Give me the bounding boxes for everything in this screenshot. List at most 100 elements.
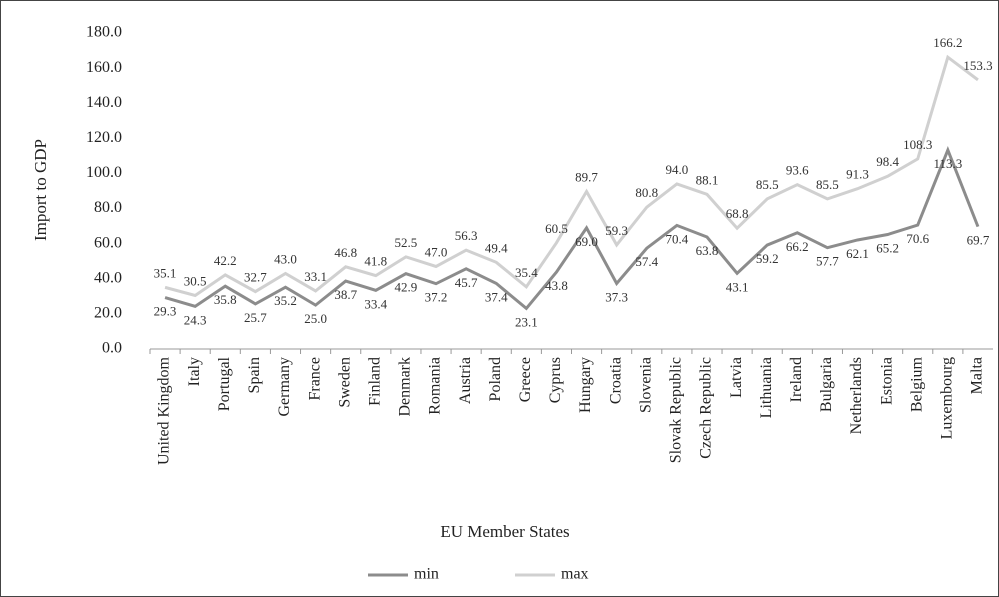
x-tick-label: Italy bbox=[186, 357, 203, 386]
x-tick-label: Germany bbox=[276, 357, 293, 417]
x-tick-label: Hungary bbox=[577, 357, 594, 413]
data-label: 37.2 bbox=[425, 290, 448, 305]
x-tick-label: Bulgaria bbox=[818, 357, 835, 412]
data-label: 25.0 bbox=[304, 311, 327, 326]
y-tick-label: 160.0 bbox=[86, 59, 122, 76]
x-tick-label: Cyprus bbox=[547, 357, 564, 403]
data-label: 93.6 bbox=[786, 163, 809, 178]
y-tick-label: 40.0 bbox=[94, 269, 122, 286]
data-label: 70.6 bbox=[906, 231, 929, 246]
data-label: 43.8 bbox=[545, 278, 568, 293]
x-tick-label: Portugal bbox=[216, 356, 233, 411]
data-label: 59.3 bbox=[605, 223, 628, 238]
data-label: 57.7 bbox=[816, 254, 839, 269]
x-tick-label: Poland bbox=[487, 357, 504, 401]
x-tick-label: Malta bbox=[969, 357, 986, 394]
x-tick-label: Austria bbox=[457, 357, 474, 404]
data-label: 30.5 bbox=[184, 273, 207, 288]
x-tick-label: Lithuania bbox=[758, 357, 775, 418]
x-tick-label: Luxembourg bbox=[939, 357, 956, 439]
data-label: 57.4 bbox=[635, 254, 658, 269]
x-axis-title: EU Member States bbox=[440, 522, 569, 541]
data-label: 85.5 bbox=[816, 177, 839, 192]
x-tick-label: Croatia bbox=[607, 357, 624, 404]
legend-label: min bbox=[414, 566, 439, 583]
x-tick-label: Ireland bbox=[788, 357, 805, 402]
data-label: 45.7 bbox=[455, 275, 478, 290]
data-label: 37.4 bbox=[485, 289, 508, 304]
data-label: 23.1 bbox=[515, 314, 538, 329]
x-tick-label: Greece bbox=[517, 357, 534, 402]
data-label: 33.4 bbox=[364, 296, 387, 311]
data-label: 166.2 bbox=[933, 35, 962, 50]
x-tick-label: Romania bbox=[427, 357, 444, 415]
x-tick-label: Spain bbox=[246, 357, 263, 393]
data-label: 63.8 bbox=[696, 243, 719, 258]
data-label: 35.1 bbox=[154, 265, 177, 280]
data-label: 52.5 bbox=[395, 235, 418, 250]
data-label: 47.0 bbox=[425, 244, 448, 259]
x-tick-label: Slovak Republic bbox=[668, 357, 685, 463]
series-line bbox=[164, 146, 980, 311]
data-label: 85.5 bbox=[756, 177, 779, 192]
x-tick-label: Latvia bbox=[728, 357, 745, 398]
data-label: 33.1 bbox=[304, 269, 327, 284]
data-label: 65.2 bbox=[876, 241, 899, 256]
series-line bbox=[164, 54, 979, 298]
data-label: 35.4 bbox=[515, 265, 538, 280]
data-label: 32.7 bbox=[244, 270, 267, 285]
y-axis-title: Import to GDP bbox=[31, 139, 50, 241]
y-tick-label: 120.0 bbox=[86, 129, 122, 146]
data-label: 38.7 bbox=[334, 287, 357, 302]
x-tick-label: Slovenia bbox=[637, 357, 654, 413]
data-label: 62.1 bbox=[846, 246, 869, 261]
y-tick-label: 20.0 bbox=[94, 305, 122, 322]
data-label: 35.2 bbox=[274, 293, 297, 308]
y-tick-label: 140.0 bbox=[86, 94, 122, 111]
data-label: 24.3 bbox=[184, 312, 207, 327]
x-tick-label: Sweden bbox=[336, 357, 353, 408]
data-label: 69.0 bbox=[575, 234, 598, 249]
y-tick-label: 0.0 bbox=[102, 340, 122, 357]
data-label: 43.1 bbox=[726, 279, 749, 294]
data-label: 91.3 bbox=[846, 167, 869, 182]
data-label: 88.1 bbox=[696, 172, 719, 187]
data-label: 29.3 bbox=[154, 304, 177, 319]
data-label: 60.5 bbox=[545, 221, 568, 236]
data-label: 113.3 bbox=[933, 156, 962, 171]
x-tick-label: Netherlands bbox=[848, 357, 865, 434]
data-label: 56.3 bbox=[455, 228, 478, 243]
x-tick-label: Finland bbox=[366, 357, 383, 406]
legend-label: max bbox=[561, 566, 589, 583]
data-label: 46.8 bbox=[334, 245, 357, 260]
y-tick-label: 180.0 bbox=[86, 24, 122, 41]
y-tick-label: 80.0 bbox=[94, 199, 122, 216]
data-label: 59.2 bbox=[756, 251, 779, 266]
x-tick-label: Estonia bbox=[878, 357, 895, 405]
data-label: 153.3 bbox=[963, 58, 992, 73]
data-label: 25.7 bbox=[244, 310, 267, 325]
data-label: 35.8 bbox=[214, 292, 237, 307]
data-label: 68.8 bbox=[726, 206, 749, 221]
data-label: 41.8 bbox=[364, 254, 387, 269]
data-label: 69.7 bbox=[967, 233, 990, 248]
data-label: 42.2 bbox=[214, 253, 237, 268]
data-label: 89.7 bbox=[575, 170, 598, 185]
data-label: 98.4 bbox=[876, 154, 899, 169]
x-tick-label: France bbox=[306, 357, 323, 401]
data-label: 49.4 bbox=[485, 240, 508, 255]
data-label: 43.0 bbox=[274, 251, 297, 266]
data-label: 42.9 bbox=[395, 280, 418, 295]
data-label: 94.0 bbox=[666, 162, 689, 177]
x-tick-label: Denmark bbox=[397, 357, 414, 417]
y-tick-label: 100.0 bbox=[86, 164, 122, 181]
data-label: 37.3 bbox=[605, 290, 628, 305]
data-label: 66.2 bbox=[786, 239, 809, 254]
data-label: 80.8 bbox=[635, 185, 658, 200]
data-label: 70.4 bbox=[666, 231, 689, 246]
x-tick-label: United Kingdom bbox=[156, 356, 173, 465]
x-tick-label: Czech Republic bbox=[698, 357, 715, 459]
data-label: 108.3 bbox=[903, 137, 932, 152]
y-tick-label: 60.0 bbox=[94, 234, 122, 251]
